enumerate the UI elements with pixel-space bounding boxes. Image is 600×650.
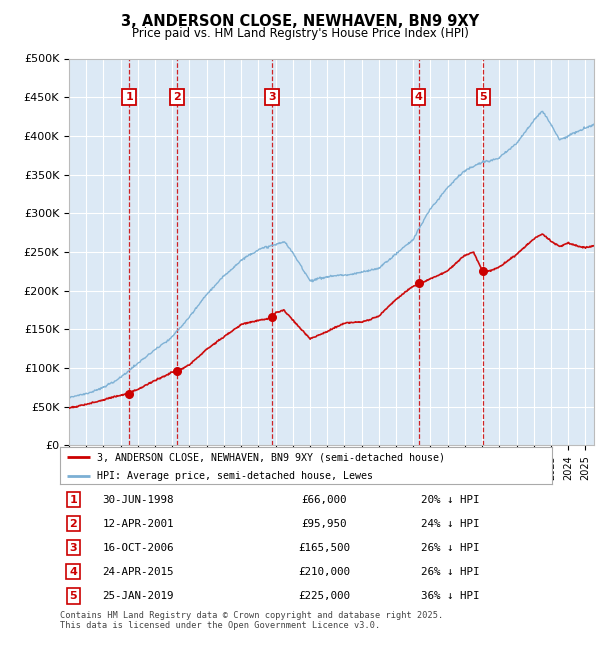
Text: 1: 1 — [125, 92, 133, 102]
Text: 16-OCT-2006: 16-OCT-2006 — [102, 543, 174, 552]
Text: 4: 4 — [69, 567, 77, 577]
Text: 3: 3 — [70, 543, 77, 552]
Text: 12-APR-2001: 12-APR-2001 — [102, 519, 174, 528]
Text: £95,950: £95,950 — [301, 519, 347, 528]
Text: 3: 3 — [268, 92, 276, 102]
Text: 2: 2 — [173, 92, 181, 102]
Text: 4: 4 — [415, 92, 422, 102]
Text: HPI: Average price, semi-detached house, Lewes: HPI: Average price, semi-detached house,… — [97, 471, 373, 481]
Text: 5: 5 — [70, 591, 77, 601]
Text: 2: 2 — [70, 519, 77, 528]
Text: £210,000: £210,000 — [298, 567, 350, 577]
Text: 1: 1 — [70, 495, 77, 504]
Text: £66,000: £66,000 — [301, 495, 347, 504]
Text: 30-JUN-1998: 30-JUN-1998 — [102, 495, 174, 504]
Text: 25-JAN-2019: 25-JAN-2019 — [102, 591, 174, 601]
Text: 5: 5 — [479, 92, 487, 102]
Text: 20% ↓ HPI: 20% ↓ HPI — [421, 495, 479, 504]
Text: 3, ANDERSON CLOSE, NEWHAVEN, BN9 9XY: 3, ANDERSON CLOSE, NEWHAVEN, BN9 9XY — [121, 14, 479, 29]
Text: Price paid vs. HM Land Registry's House Price Index (HPI): Price paid vs. HM Land Registry's House … — [131, 27, 469, 40]
Text: 24% ↓ HPI: 24% ↓ HPI — [421, 519, 479, 528]
Text: 26% ↓ HPI: 26% ↓ HPI — [421, 543, 479, 552]
Text: £165,500: £165,500 — [298, 543, 350, 552]
Text: 24-APR-2015: 24-APR-2015 — [102, 567, 174, 577]
Text: 26% ↓ HPI: 26% ↓ HPI — [421, 567, 479, 577]
Text: Contains HM Land Registry data © Crown copyright and database right 2025.
This d: Contains HM Land Registry data © Crown c… — [60, 611, 443, 630]
Text: £225,000: £225,000 — [298, 591, 350, 601]
Text: 3, ANDERSON CLOSE, NEWHAVEN, BN9 9XY (semi-detached house): 3, ANDERSON CLOSE, NEWHAVEN, BN9 9XY (se… — [97, 452, 445, 462]
Text: 36% ↓ HPI: 36% ↓ HPI — [421, 591, 479, 601]
